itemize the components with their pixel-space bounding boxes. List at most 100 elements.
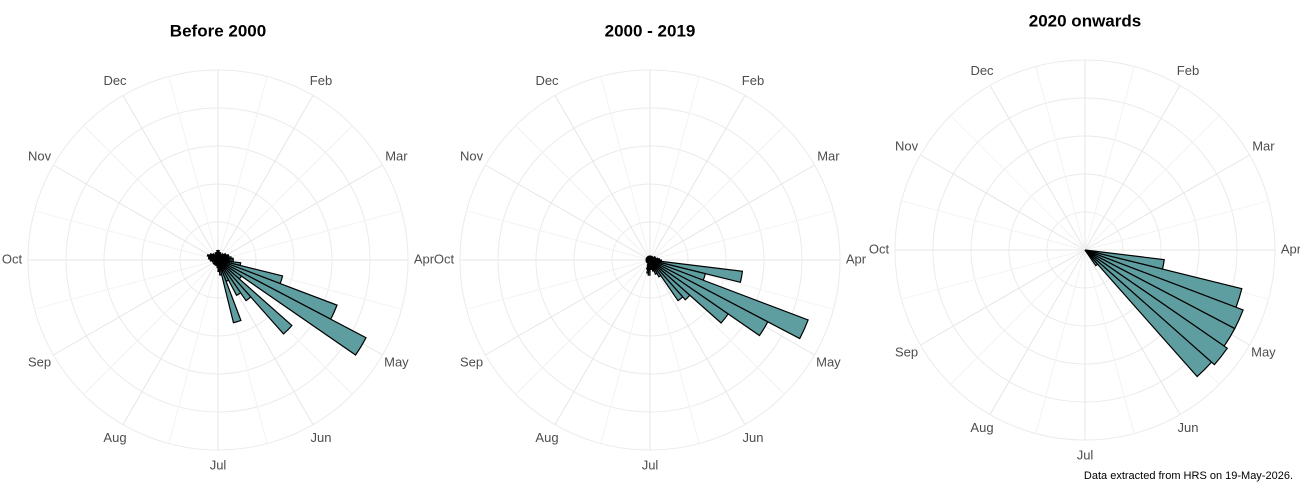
bar: [216, 249, 219, 261]
month-label: May: [384, 354, 409, 369]
month-label: Apr: [1281, 241, 1300, 256]
bar: [217, 259, 242, 297]
month-label: Aug: [970, 420, 993, 435]
grid-spoke: [600, 76, 651, 261]
month-label: Oct: [2, 251, 23, 266]
grid-spoke: [1084, 249, 1135, 434]
grid-spoke: [83, 259, 219, 395]
chart-title: 2000 - 2019: [605, 21, 696, 40]
grid-spoke: [168, 259, 219, 444]
grid-spoke: [466, 259, 651, 310]
month-label: Feb: [310, 73, 332, 88]
grid-spoke: [901, 249, 1086, 300]
month-label: Jun: [311, 430, 332, 445]
month-label: Jul: [1077, 447, 1094, 462]
grid-spoke: [1084, 154, 1250, 251]
bar: [649, 259, 730, 324]
month-label: Apr: [846, 251, 867, 266]
month-label: Feb: [742, 73, 764, 88]
month-label: Jul: [210, 457, 227, 472]
bar: [649, 259, 691, 301]
month-label: Jun: [743, 430, 764, 445]
grid-spoke: [515, 259, 651, 395]
grid-spoke: [989, 85, 1086, 251]
month-label: Jul: [642, 457, 659, 472]
bar: [217, 259, 242, 324]
month-label: Mar: [817, 148, 840, 163]
grid-spoke: [53, 164, 219, 261]
month-label: May: [816, 354, 841, 369]
grid-spoke: [554, 259, 651, 425]
bar: [1084, 249, 1099, 267]
month-label: Nov: [895, 138, 919, 153]
chart-title: 2020 onwards: [1029, 11, 1141, 30]
month-label: Nov: [28, 148, 52, 163]
grid-spoke: [649, 210, 834, 261]
month-label: Aug: [103, 430, 126, 445]
month-label: Apr: [414, 251, 435, 266]
bar: [217, 259, 293, 335]
grid-spoke: [485, 164, 651, 261]
grid-spoke: [901, 200, 1086, 251]
month-label: Mar: [1252, 138, 1275, 153]
month-label: May: [1251, 344, 1276, 359]
grid-spoke: [485, 259, 651, 356]
grid-spoke: [53, 259, 219, 356]
grid-spoke: [217, 76, 268, 261]
grid-spoke: [34, 259, 219, 310]
grid-spoke: [466, 210, 651, 261]
grid-spoke: [649, 95, 746, 261]
grid-spoke: [1084, 200, 1269, 251]
bar: [217, 259, 367, 356]
grid-spoke: [83, 125, 219, 261]
month-label: Jun: [1178, 420, 1199, 435]
bar: [1084, 249, 1229, 366]
grid-spoke: [600, 259, 651, 444]
grid-spoke: [168, 76, 219, 261]
month-label: Sep: [460, 354, 483, 369]
grid-spoke: [950, 115, 1086, 251]
grid-spoke: [217, 210, 402, 261]
month-label: Nov: [460, 148, 484, 163]
month-label: Oct: [434, 251, 455, 266]
grid-spoke: [34, 210, 219, 261]
month-label: Dec: [535, 73, 559, 88]
month-label: Mar: [385, 148, 408, 163]
grid-spoke: [920, 249, 1086, 346]
grid-spoke: [217, 95, 314, 261]
grid-spoke: [649, 125, 785, 261]
grid-spoke: [649, 76, 700, 261]
grid-spoke: [122, 259, 219, 425]
month-label: Feb: [1177, 63, 1199, 78]
month-label: Dec: [103, 73, 127, 88]
grid-spoke: [1084, 249, 1181, 415]
grid-spoke: [1035, 249, 1086, 434]
month-label: Dec: [970, 63, 994, 78]
grid-spoke: [1035, 66, 1086, 251]
grid-spoke: [920, 154, 1086, 251]
grid-spoke: [554, 95, 651, 261]
month-label: Oct: [869, 241, 890, 256]
grid-spoke: [989, 249, 1086, 415]
grid-spoke: [1084, 66, 1135, 251]
grid-spoke: [1084, 115, 1220, 251]
grid-spoke: [217, 125, 353, 261]
grid-spoke: [1084, 85, 1181, 251]
caption: Data extracted from HRS on 19-May-2026.: [1084, 470, 1293, 482]
bar: [217, 259, 252, 302]
bar: [649, 259, 809, 340]
chart-title: Before 2000: [170, 21, 266, 40]
bar: [1084, 249, 1213, 378]
month-label: Aug: [535, 430, 558, 445]
grid-spoke: [649, 259, 700, 444]
month-label: Sep: [28, 354, 51, 369]
grid-spoke: [515, 125, 651, 261]
grid-spoke: [122, 95, 219, 261]
month-label: Sep: [895, 344, 918, 359]
bar: [649, 259, 769, 337]
grid-spoke: [950, 249, 1086, 385]
grid-spoke: [649, 164, 815, 261]
grid-spoke: [217, 164, 383, 261]
